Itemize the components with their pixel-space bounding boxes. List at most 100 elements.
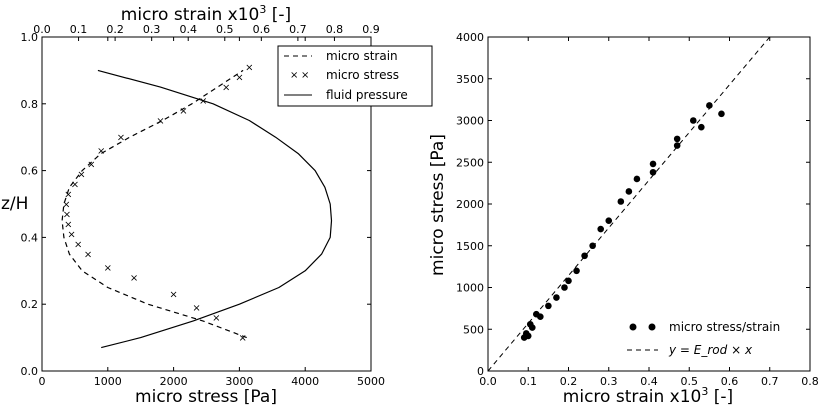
left-x2-tick-label: 0.8 (326, 23, 344, 36)
scatter-point (673, 142, 681, 149)
left-top-ticks: 0.0 0.1 0.2 0.3 0.4 0.5 0.6 0.7 0.8 0.9 (33, 23, 380, 41)
left-x-tick-label: 5000 (357, 375, 385, 388)
scatter-point (633, 175, 641, 183)
micro-stress-marker: × (84, 250, 92, 261)
scatter-point (545, 302, 552, 310)
micro-stress-marker: × (64, 189, 72, 200)
micro-stress-marker: × (64, 220, 72, 231)
right-y-tick-label: 0 (477, 365, 484, 378)
micro-stress-marker: × (67, 230, 75, 241)
right-y-ticks: 0 500 1000 1500 2000 2500 3000 3500 4000 (456, 31, 810, 378)
scatter-point (597, 225, 604, 233)
left-x2-tick-label: 0.2 (106, 23, 124, 36)
right-x-tick-label: 0.6 (721, 375, 739, 388)
micro-stress-marker: × (179, 106, 187, 117)
micro-stress-marker: × (156, 116, 164, 127)
scatter-point (673, 135, 681, 143)
left-y-tick-label: 0.8 (21, 98, 39, 111)
left-x2-tick-label: 0.4 (179, 23, 197, 36)
scatter-point (718, 110, 725, 118)
left-plot-frame (41, 36, 372, 372)
left-x-tick-label: 1000 (94, 375, 122, 388)
right-x-ticks: 0.0 0.1 0.2 0.3 0.4 0.5 0.6 0.7 0.8 (479, 37, 819, 388)
micro-stress-marker: × (212, 313, 220, 324)
micro-stress-marker: × (62, 200, 70, 211)
right-x-tick-label: 0.1 (520, 375, 538, 388)
left-y-axis-label: z/H (1, 194, 28, 214)
left-x2-tick-label: 0.3 (143, 23, 161, 36)
micro-stress-marker: × (74, 240, 82, 251)
left-y-tick-label: 0.6 (21, 165, 39, 178)
micro-stress-marker: × (117, 133, 125, 144)
micro-stress-marker: × (222, 83, 230, 94)
left-x2-tick-label: 0.6 (253, 23, 271, 36)
right-x-tick-label: 0.8 (801, 375, 819, 388)
scatter-point (573, 267, 580, 275)
right-y-tick-label: 3500 (456, 73, 484, 86)
right-y-tick-label: 4000 (456, 31, 484, 44)
right-series (487, 36, 771, 372)
scatter-point (649, 168, 657, 176)
left-x-tick-label: 0 (39, 375, 46, 388)
scatter-point (605, 217, 613, 224)
micro-stress-marker: × (104, 263, 112, 274)
left-top-axis-label: micro strain x103 [-] (121, 3, 291, 25)
right-y-tick-label: 2000 (456, 198, 484, 211)
left-x2-tick-label: 0.9 (362, 23, 380, 36)
right-y-tick-label: 2500 (456, 156, 484, 169)
right-y-tick-label: 1000 (456, 282, 484, 295)
micro-stress-marker: × (169, 290, 177, 301)
left-y-ticks: 0.0 0.2 0.4 0.6 0.8 1.0 (21, 31, 371, 378)
legend-label-micro-stress-strain: micro stress/strain (669, 320, 780, 334)
scatter-point (698, 123, 705, 131)
right-y-tick-label: 1500 (456, 240, 484, 253)
micro-stress-marker: × (199, 96, 207, 107)
scatter-point (706, 102, 713, 109)
legend-swatch-dot-a (629, 323, 637, 331)
right-x-axis-label: micro strain x103 [-] (563, 385, 733, 407)
left-x2-tick-label: 0.5 (216, 23, 234, 36)
left-x2-tick-label: 0.0 (33, 23, 51, 36)
scatter-point (689, 117, 697, 124)
micro-stress-marker: × (77, 169, 85, 180)
legend-label-fluid-pressure: fluid pressure (326, 88, 408, 102)
right-x-tick-label: 0.4 (640, 375, 658, 388)
scatter-point (565, 277, 572, 285)
left-series: ×××××××××××××××××××××××× (61, 63, 333, 349)
scatter-point (581, 252, 588, 260)
scatter-point (553, 294, 560, 301)
left-bottom-ticks: 0 1000 2000 3000 4000 5000 (39, 37, 385, 388)
scatter-point (589, 242, 596, 250)
right-x-tick-label: 0.5 (681, 375, 699, 388)
scatter-point (528, 324, 536, 331)
left-y-tick-label: 1.0 (21, 31, 39, 44)
legend-label-fit: y = E_rod × x (668, 343, 753, 357)
micro-stress-marker: × (130, 273, 138, 284)
scatter-point (524, 332, 532, 340)
right-y-axis-label: micro stress [Pa] (428, 134, 448, 276)
left-x-tick-label: 3000 (225, 375, 253, 388)
left-x-tick-label: 4000 (291, 375, 319, 388)
scatter-point (617, 198, 625, 205)
right-x-tick-label: 0.3 (600, 375, 618, 388)
right-x-tick-label: 0.7 (761, 375, 779, 388)
right-y-tick-label: 500 (463, 323, 484, 336)
micro-stress-marker: × (245, 63, 253, 74)
right-y-tick-label: 3000 (456, 115, 484, 128)
right-x-tick-label: 0.0 (479, 375, 497, 388)
right-legend: micro stress/strain y = E_rod × x (627, 320, 780, 357)
legend-swatch-micro-stress-b: × (301, 70, 309, 81)
legend-swatch-micro-stress-a: × (290, 70, 298, 81)
right-x-tick-label: 0.2 (560, 375, 578, 388)
scatter-point (649, 160, 657, 168)
scatter-point (537, 313, 544, 321)
left-legend: micro strain × × micro stress fluid pres… (277, 45, 433, 107)
left-chart: 0 1000 2000 3000 4000 5000 0.0 0.1 0.2 0.3 0.4 0.5… (1, 3, 433, 407)
right-chart: 0.0 0.1 0.2 0.3 0.4 0.5 0.6 0.7 0.8 0 500 1000 1500… (428, 31, 819, 407)
left-y-tick-label: 0.4 (21, 231, 39, 244)
legend-label-micro-stress: micro stress (326, 68, 399, 82)
micro-stress-marker: × (235, 73, 243, 84)
legend-swatch-dot-b (648, 323, 656, 331)
left-x2-tick-label: 0.1 (70, 23, 88, 36)
